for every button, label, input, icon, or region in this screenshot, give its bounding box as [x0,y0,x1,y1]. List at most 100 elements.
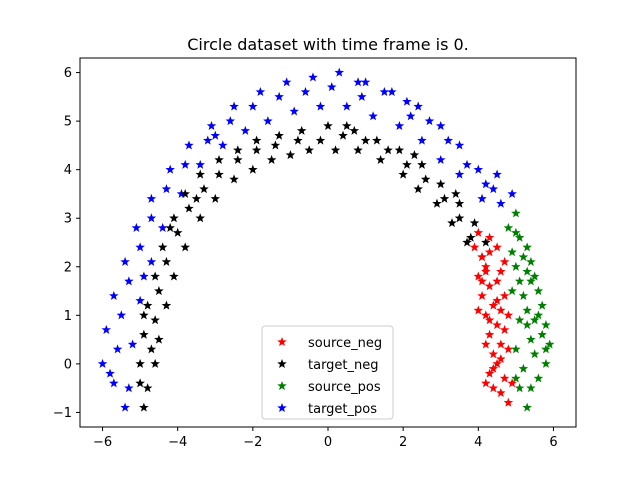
data-point [417,159,427,169]
legend-label-target-neg: target_neg [308,358,379,373]
x-tick-label: 6 [549,435,557,450]
data-point [146,256,157,266]
data-point [432,198,442,208]
data-point [514,276,525,286]
data-point [511,261,521,271]
data-point [233,154,243,165]
data-point [435,154,446,165]
data-point [353,145,363,155]
data-point [496,266,506,276]
data-point [109,378,119,388]
data-point [435,120,446,131]
data-point [537,329,547,339]
data-point [338,130,348,140]
data-point [357,91,367,101]
data-point [135,358,145,368]
data-point [240,125,251,135]
data-point [154,334,164,344]
data-point [454,169,465,179]
data-point [161,300,172,310]
data-point [496,305,506,315]
data-point [417,135,427,145]
data-point [195,169,205,179]
data-point [180,188,190,198]
data-point [443,135,453,145]
data-point [210,193,221,203]
data-point [541,358,551,368]
data-point [522,242,532,252]
data-point [529,315,540,325]
data-point [514,315,525,325]
points-layer [97,67,555,412]
x-tick-label: 4 [474,435,482,450]
data-point [146,193,157,203]
data-point [522,305,532,315]
data-point [165,222,175,232]
data-point [394,120,405,131]
data-point [398,169,408,179]
data-point [481,237,491,247]
data-point [503,344,514,354]
series-target-neg [135,120,491,412]
data-point [229,101,239,111]
x-tick-label: −2 [243,435,262,450]
data-point [139,271,149,281]
y-tick-label: 0 [64,357,72,372]
data-point [315,135,326,145]
y-tick-label: 4 [64,163,72,178]
data-point [507,286,517,296]
data-point [379,86,390,97]
data-point [507,378,517,388]
data-point [526,383,536,393]
data-point [101,324,112,334]
legend-label-target-pos: target_pos [308,402,377,417]
data-point [124,383,134,393]
data-point [184,203,194,213]
data-point [169,213,179,223]
data-point [342,120,352,131]
data-point [481,261,491,271]
series-source-pos [503,208,555,412]
data-point [274,91,284,101]
data-point [172,227,183,237]
data-point [255,86,266,97]
data-point [161,256,172,266]
data-point [105,368,115,378]
data-point [285,150,296,160]
data-point [139,402,149,412]
data-point [387,86,397,97]
series-target-pos [97,67,517,412]
legend-label-source-neg: source_neg [308,336,382,351]
data-point [533,286,544,296]
data-point [507,247,517,257]
data-point [492,276,502,286]
data-point [330,145,341,155]
data-point [484,232,495,242]
data-point [529,271,540,281]
x-axis: −6 −4 −2 0 2 4 6 [93,427,558,450]
data-point [139,310,149,320]
data-point [210,130,221,140]
data-point [484,329,495,339]
y-tick-label: 5 [64,115,72,130]
legend-label-source-pos: source_pos [308,380,381,395]
data-point [157,222,168,232]
data-point [454,198,465,208]
data-point [462,237,472,247]
data-point [518,252,529,262]
data-point [203,135,213,145]
data-point [120,256,130,266]
data-point [488,184,499,194]
data-point [533,310,544,320]
data-point [296,125,307,135]
data-point [281,77,292,87]
data-point [289,106,299,116]
data-point [451,188,461,198]
data-point [199,184,209,194]
data-point [481,378,491,388]
data-point [263,116,273,126]
data-point [127,339,138,349]
data-point [481,339,491,349]
data-point [484,247,495,257]
